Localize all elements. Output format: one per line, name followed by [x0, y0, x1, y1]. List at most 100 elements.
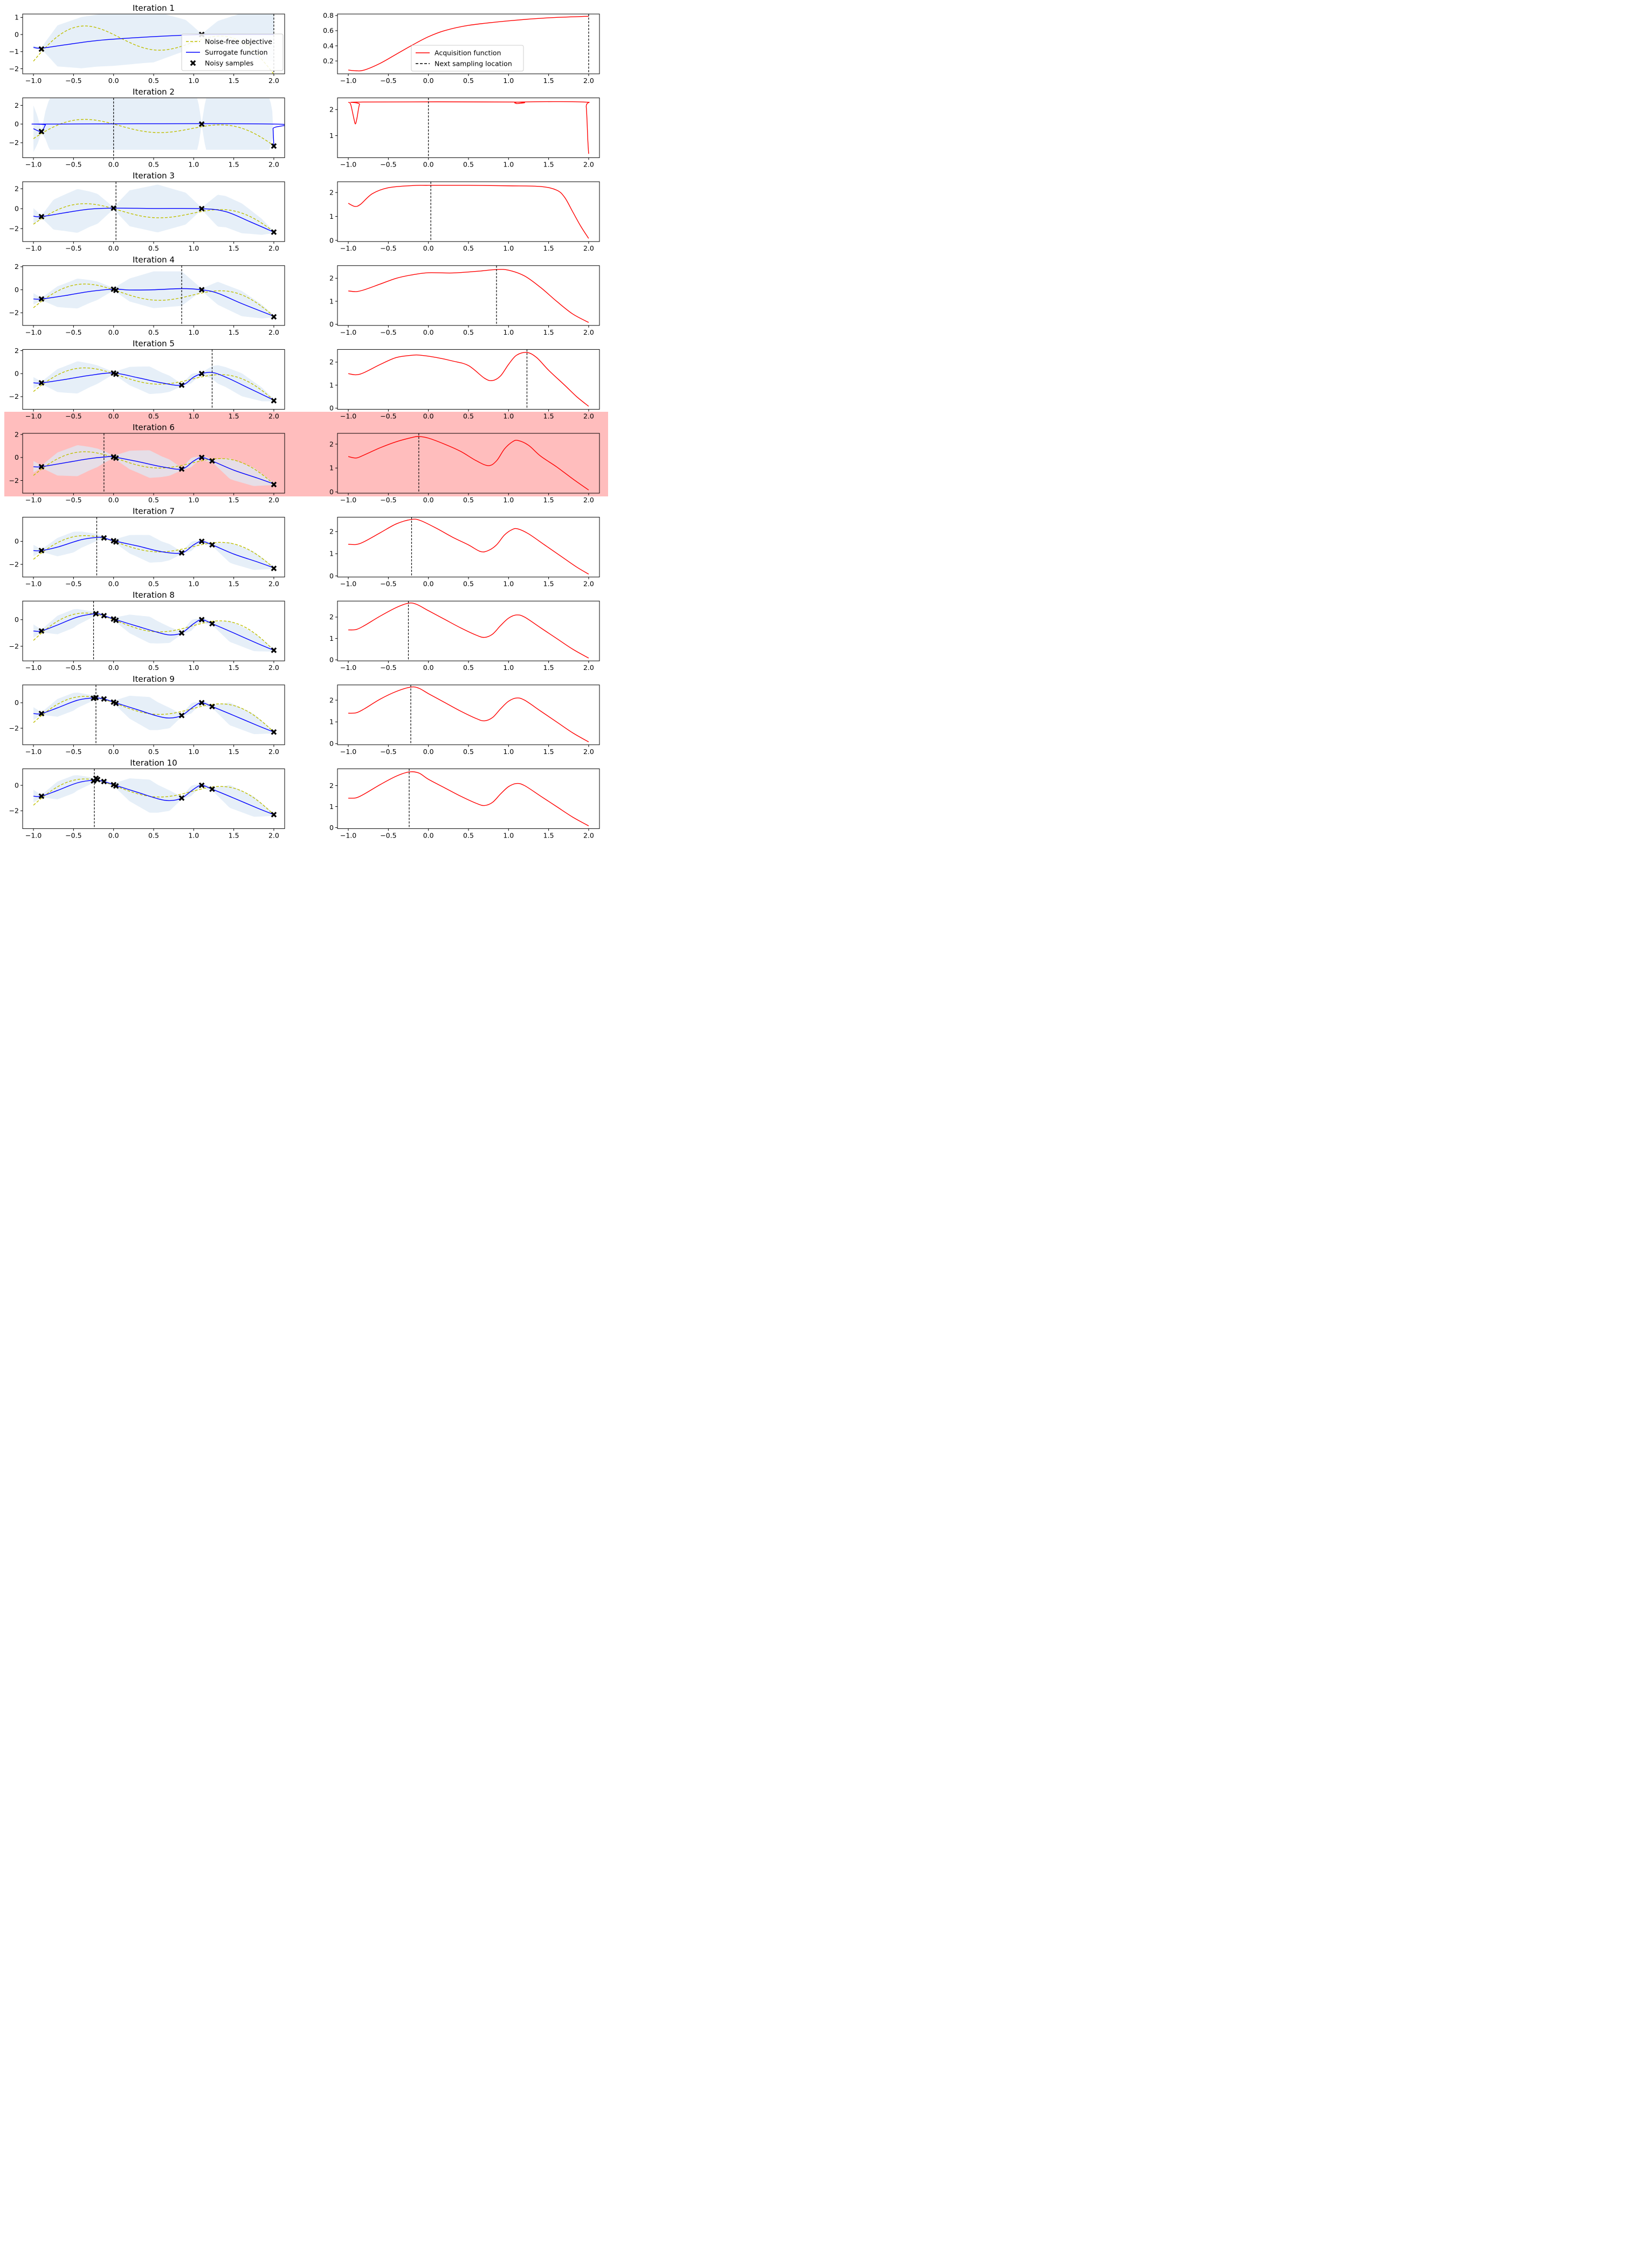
x-tick-label: 0.0	[108, 412, 119, 420]
x-tick-label: 2.0	[268, 244, 279, 252]
sample-marker	[38, 379, 45, 386]
right-panel-iteration-6: −1.0 −0.5 0.0 0.5 1.0 1.5 2.0 2 1 0	[329, 433, 600, 504]
sample-marker	[93, 695, 99, 701]
x-tick-label: 0.5	[148, 748, 159, 756]
x-tick-label: 0.5	[463, 496, 474, 504]
x-tick-label: 2.0	[583, 161, 594, 169]
surrogate-line	[33, 456, 274, 485]
x-tick-label: −1.0	[340, 328, 356, 336]
x-tick-label: 1.5	[543, 580, 554, 588]
x-tick-label: −1.0	[25, 831, 42, 839]
acquisition-line	[348, 436, 589, 490]
x-tick-label: 1.5	[229, 244, 239, 252]
y-tick-label: 2	[329, 440, 334, 448]
sample-marker	[198, 700, 205, 706]
sample-marker	[198, 121, 205, 127]
uncertainty-band	[33, 14, 274, 68]
x-tick-label: 1.5	[543, 663, 554, 672]
x-tick-label: 2.0	[268, 580, 279, 588]
x-tick-label: −0.5	[65, 77, 81, 85]
x-tick-label: 0.5	[463, 328, 474, 336]
acquisition-line	[348, 518, 589, 575]
x-tick-label: 0.5	[148, 663, 159, 672]
x-tick-label: 1.0	[503, 161, 514, 169]
y-tick-label: −2	[9, 642, 19, 650]
acquisition-line	[348, 16, 589, 72]
x-tick-label: 1.5	[543, 412, 554, 420]
x-tick-label: 0.5	[463, 77, 474, 85]
sample-marker	[111, 205, 117, 211]
bayesian-optimization-figure: −1.0 −0.5 0.0 0.5 1.0 1.5 2.0 1 0 −1 −2 Iteration 1…	[0, 0, 611, 845]
surrogate-line	[33, 208, 274, 233]
sample-marker	[271, 398, 277, 404]
x-tick-label: −1.0	[340, 161, 356, 169]
sample-marker	[113, 287, 119, 294]
x-tick-label: −0.5	[65, 412, 81, 420]
sample-marker	[38, 213, 45, 220]
x-tick-label: 1.5	[229, 831, 239, 839]
x-tick-label: 1.0	[188, 496, 199, 504]
sample-marker	[271, 143, 277, 149]
x-tick-label: 0.0	[423, 161, 434, 169]
legend-label: Noisy samples	[205, 59, 253, 67]
x-tick-label: 0.0	[423, 831, 434, 839]
surrogate-line	[33, 288, 274, 317]
x-tick-label: 0.0	[423, 244, 434, 252]
legend-box	[411, 45, 524, 72]
iteration-title: Iteration 10	[130, 758, 177, 767]
x-tick-label: −1.0	[25, 328, 42, 336]
x-tick-label: 0.5	[463, 412, 474, 420]
sample-marker	[38, 548, 45, 554]
x-tick-label: 1.5	[543, 496, 554, 504]
sample-marker	[209, 786, 215, 792]
x-tick-label: −0.5	[380, 77, 396, 85]
sample-marker	[209, 703, 215, 710]
x-tick-label: 1.5	[543, 244, 554, 252]
sample-marker	[271, 565, 277, 571]
x-tick-label: −0.5	[380, 328, 396, 336]
sample-marker	[271, 812, 277, 818]
right-panel-iteration-4: −1.0 −0.5 0.0 0.5 1.0 1.5 2.0 2 1 0	[329, 265, 600, 336]
x-tick-label: 0.0	[108, 244, 119, 252]
iteration-title: Iteration 3	[133, 171, 175, 181]
right-panel-iteration-8: −1.0 −0.5 0.0 0.5 1.0 1.5 2.0 2 1 0	[329, 600, 600, 672]
y-tick-label: 0	[329, 320, 334, 328]
left-panel-iteration-10: −1.0 −0.5 0.0 0.5 1.0 1.5 2.0 0 −2 Iteration 10	[9, 758, 285, 839]
y-tick-label: −2	[9, 139, 19, 147]
x-tick-label: 2.0	[583, 831, 594, 839]
y-tick-label: 0	[15, 204, 19, 212]
sample-marker	[93, 611, 99, 617]
sample-marker	[38, 296, 45, 302]
acquisition-line	[348, 686, 589, 743]
iteration-title: Iteration 4	[133, 255, 175, 265]
x-tick-label: 0.5	[148, 328, 159, 336]
x-tick-label: 1.0	[503, 244, 514, 252]
x-tick-label: 0.5	[463, 161, 474, 169]
acquisition-line	[348, 771, 589, 826]
x-tick-label: 1.0	[503, 328, 514, 336]
x-tick-label: 1.5	[543, 77, 554, 85]
sample-marker	[198, 454, 205, 461]
sample-marker	[198, 782, 205, 789]
iteration-title: Iteration 9	[133, 674, 175, 684]
left-panel-iteration-2: −1.0 −0.5 0.0 0.5 1.0 1.5 2.0 2 0 −2 Iteration 2	[9, 87, 285, 169]
y-tick-label: 2	[329, 188, 334, 196]
acquisition-line	[348, 352, 589, 407]
x-tick-label: 1.5	[229, 748, 239, 756]
x-tick-label: 1.5	[229, 161, 239, 169]
x-tick-label: −1.0	[340, 412, 356, 420]
x-tick-label: −1.0	[340, 496, 356, 504]
y-tick-label: 1	[329, 381, 334, 389]
x-tick-label: 1.5	[543, 831, 554, 839]
x-tick-label: 1.0	[188, 161, 199, 169]
x-tick-label: −1.0	[25, 580, 42, 588]
y-tick-label: 0	[329, 739, 334, 748]
uncertainty-band	[33, 98, 274, 153]
right-panel-iteration-1: −1.0 −0.5 0.0 0.5 1.0 1.5 2.0 0.8 0.6 0.4 0.2 Acqui…	[323, 11, 600, 85]
x-tick-label: −0.5	[380, 748, 396, 756]
x-tick-label: −1.0	[25, 412, 42, 420]
left-panel-iteration-8: −1.0 −0.5 0.0 0.5 1.0 1.5 2.0 0 −2 Iteration 8	[9, 590, 285, 672]
iteration-title: Iteration 8	[133, 590, 175, 600]
x-tick-label: 2.0	[583, 748, 594, 756]
y-tick-label: 1	[329, 297, 334, 305]
